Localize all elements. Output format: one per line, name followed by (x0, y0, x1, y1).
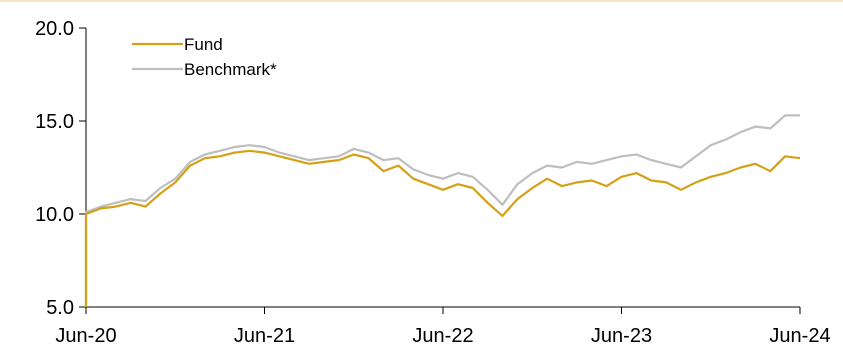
y-tick-label: 10.0 (35, 204, 74, 226)
x-tick-label: Jun-23 (591, 325, 652, 347)
axes: 5.0 10.0 15.0 20.0 Jun-20 Jun-21 Jun-22 Jun-23 J… (35, 18, 831, 347)
x-tick-label: Jun-20 (55, 325, 116, 347)
legend-label: Benchmark* (184, 60, 277, 79)
legend-label: Fund (184, 35, 223, 54)
legend: Fund Benchmark* (132, 35, 277, 79)
x-tick-label: Jun-22 (412, 325, 473, 347)
y-tick-label: 20.0 (35, 18, 74, 40)
y-tick-label: 5.0 (46, 297, 74, 319)
y-tick-label: 15.0 (35, 111, 74, 133)
series-layer (84, 114, 801, 307)
x-tick-label: Jun-21 (234, 325, 295, 347)
x-tick-label: Jun-24 (769, 325, 830, 347)
series-line-fund (84, 149, 801, 307)
series-line-benchmark (84, 114, 800, 307)
